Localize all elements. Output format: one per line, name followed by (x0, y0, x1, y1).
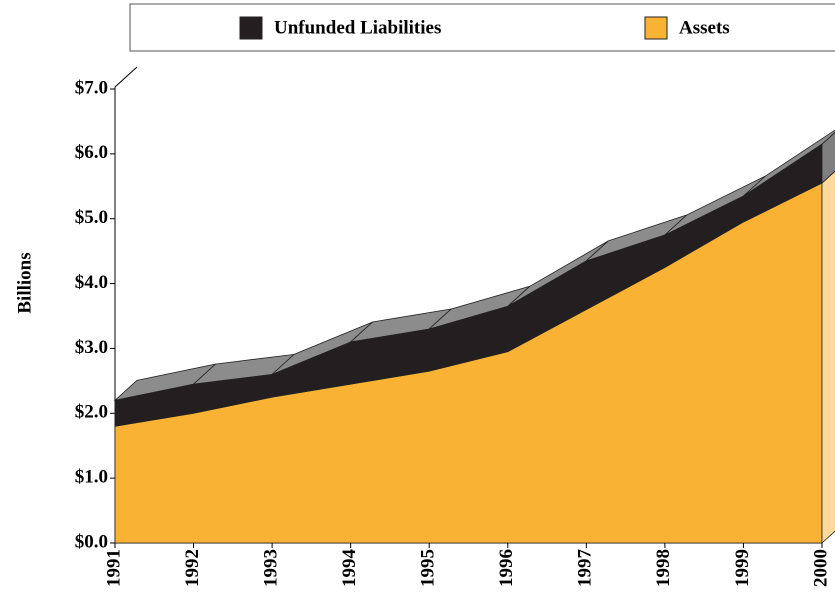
side-face (821, 131, 835, 184)
y-tick-label: $2.0 (75, 402, 108, 423)
y-tick-label: $1.0 (75, 467, 108, 488)
y-tick-label: $4.0 (75, 272, 108, 293)
x-tick-label: 1991 (103, 549, 124, 587)
x-tick-label: 1992 (182, 549, 203, 587)
legend-label: Unfunded Liabilities (274, 17, 441, 38)
x-tick-label: 1993 (260, 549, 281, 587)
wall-edge (114, 66, 138, 88)
x-tick-label: 1994 (339, 549, 360, 588)
x-tick-label: 1998 (653, 549, 674, 587)
x-tick-label: 1999 (732, 549, 753, 587)
side-face (821, 170, 835, 544)
legend-swatch (239, 16, 263, 40)
y-axis-label: Billions (14, 252, 35, 313)
x-tick-label: 1996 (496, 549, 517, 587)
top-face (743, 129, 835, 197)
y-tick-label: $7.0 (75, 77, 108, 98)
y-tick-label: $3.0 (75, 337, 108, 358)
y-tick-label: $5.0 (75, 207, 108, 228)
y-tick-label: $0.0 (75, 531, 108, 552)
x-tick-label: 2000 (810, 549, 831, 587)
legend-swatch (644, 16, 668, 40)
legend-label: Assets (679, 17, 730, 38)
y-tick-label: $6.0 (75, 142, 108, 163)
x-tick-label: 1997 (575, 549, 596, 588)
x-tick-label: 1995 (418, 549, 439, 587)
